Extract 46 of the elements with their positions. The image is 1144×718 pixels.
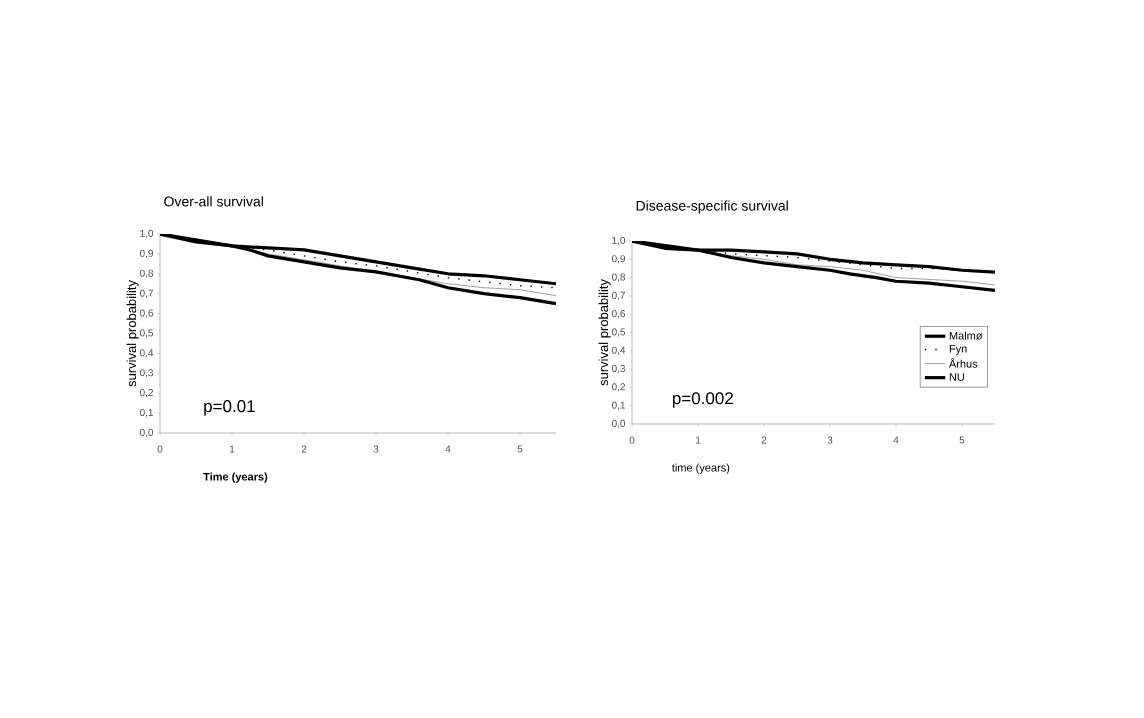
y-tick-label: 0,8 [139,269,154,278]
x-tick-label: 0 [629,436,635,444]
x-tick-label: 1 [695,436,701,444]
x-tick-label: 3 [827,436,833,444]
y-tick-label: 0,2 [139,389,153,398]
y-tick-label: 0,3 [139,369,154,378]
x-tick-label: 1 [230,445,235,453]
annotation: p=0.002 [672,392,733,408]
y-tick-label: 0,8 [611,273,626,282]
y-tick-label: 0,5 [139,329,154,338]
y-tick-label: 0,3 [611,364,626,374]
y-tick-label: 0,7 [611,291,625,301]
legend-label: Fyn [949,344,967,355]
y-tick-label: 0,6 [139,309,154,318]
y-axis-title: survival probability [598,279,611,386]
x-tick-label: 3 [373,445,379,453]
y-tick-label: 0,4 [611,346,626,355]
x-tick-label: 4 [893,436,899,444]
x-tick-label: 2 [301,445,307,453]
y-tick-label: 0,9 [139,249,154,259]
legend-label: Malmø [949,331,983,340]
chart-title: Over-all survival [164,196,263,207]
x-axis-title: Time (years) [203,472,268,483]
y-tick-label: 0,1 [611,401,625,410]
y-tick-label: 1,0 [612,236,626,246]
x-tick-label: 5 [517,445,523,453]
y-tick-label: 1,0 [140,229,154,239]
x-tick-label: 2 [761,436,767,444]
y-tick-label: 0,1 [139,408,153,418]
x-tick-label: 5 [959,436,965,444]
y-tick-label: 0,4 [139,349,154,358]
x-tick-label: 0 [157,445,163,453]
y-axis-title: survival probability [126,280,139,387]
legend-label: Århus [948,358,978,368]
y-tick-label: 0,0 [611,419,626,429]
y-tick-label: 0,0 [139,428,154,438]
y-tick-label: 0,7 [139,289,153,298]
y-tick-label: 0,9 [611,255,626,264]
annotation: p=0.01 [204,400,255,416]
legend-label: NU [949,373,964,381]
x-tick-label: 4 [445,445,451,453]
y-tick-label: 0,2 [611,383,625,392]
y-tick-label: 0,5 [611,328,626,337]
chart-title: Disease-specific survival [636,200,788,214]
x-axis-title: time (years) [672,463,730,474]
y-tick-label: 0,6 [611,310,626,319]
